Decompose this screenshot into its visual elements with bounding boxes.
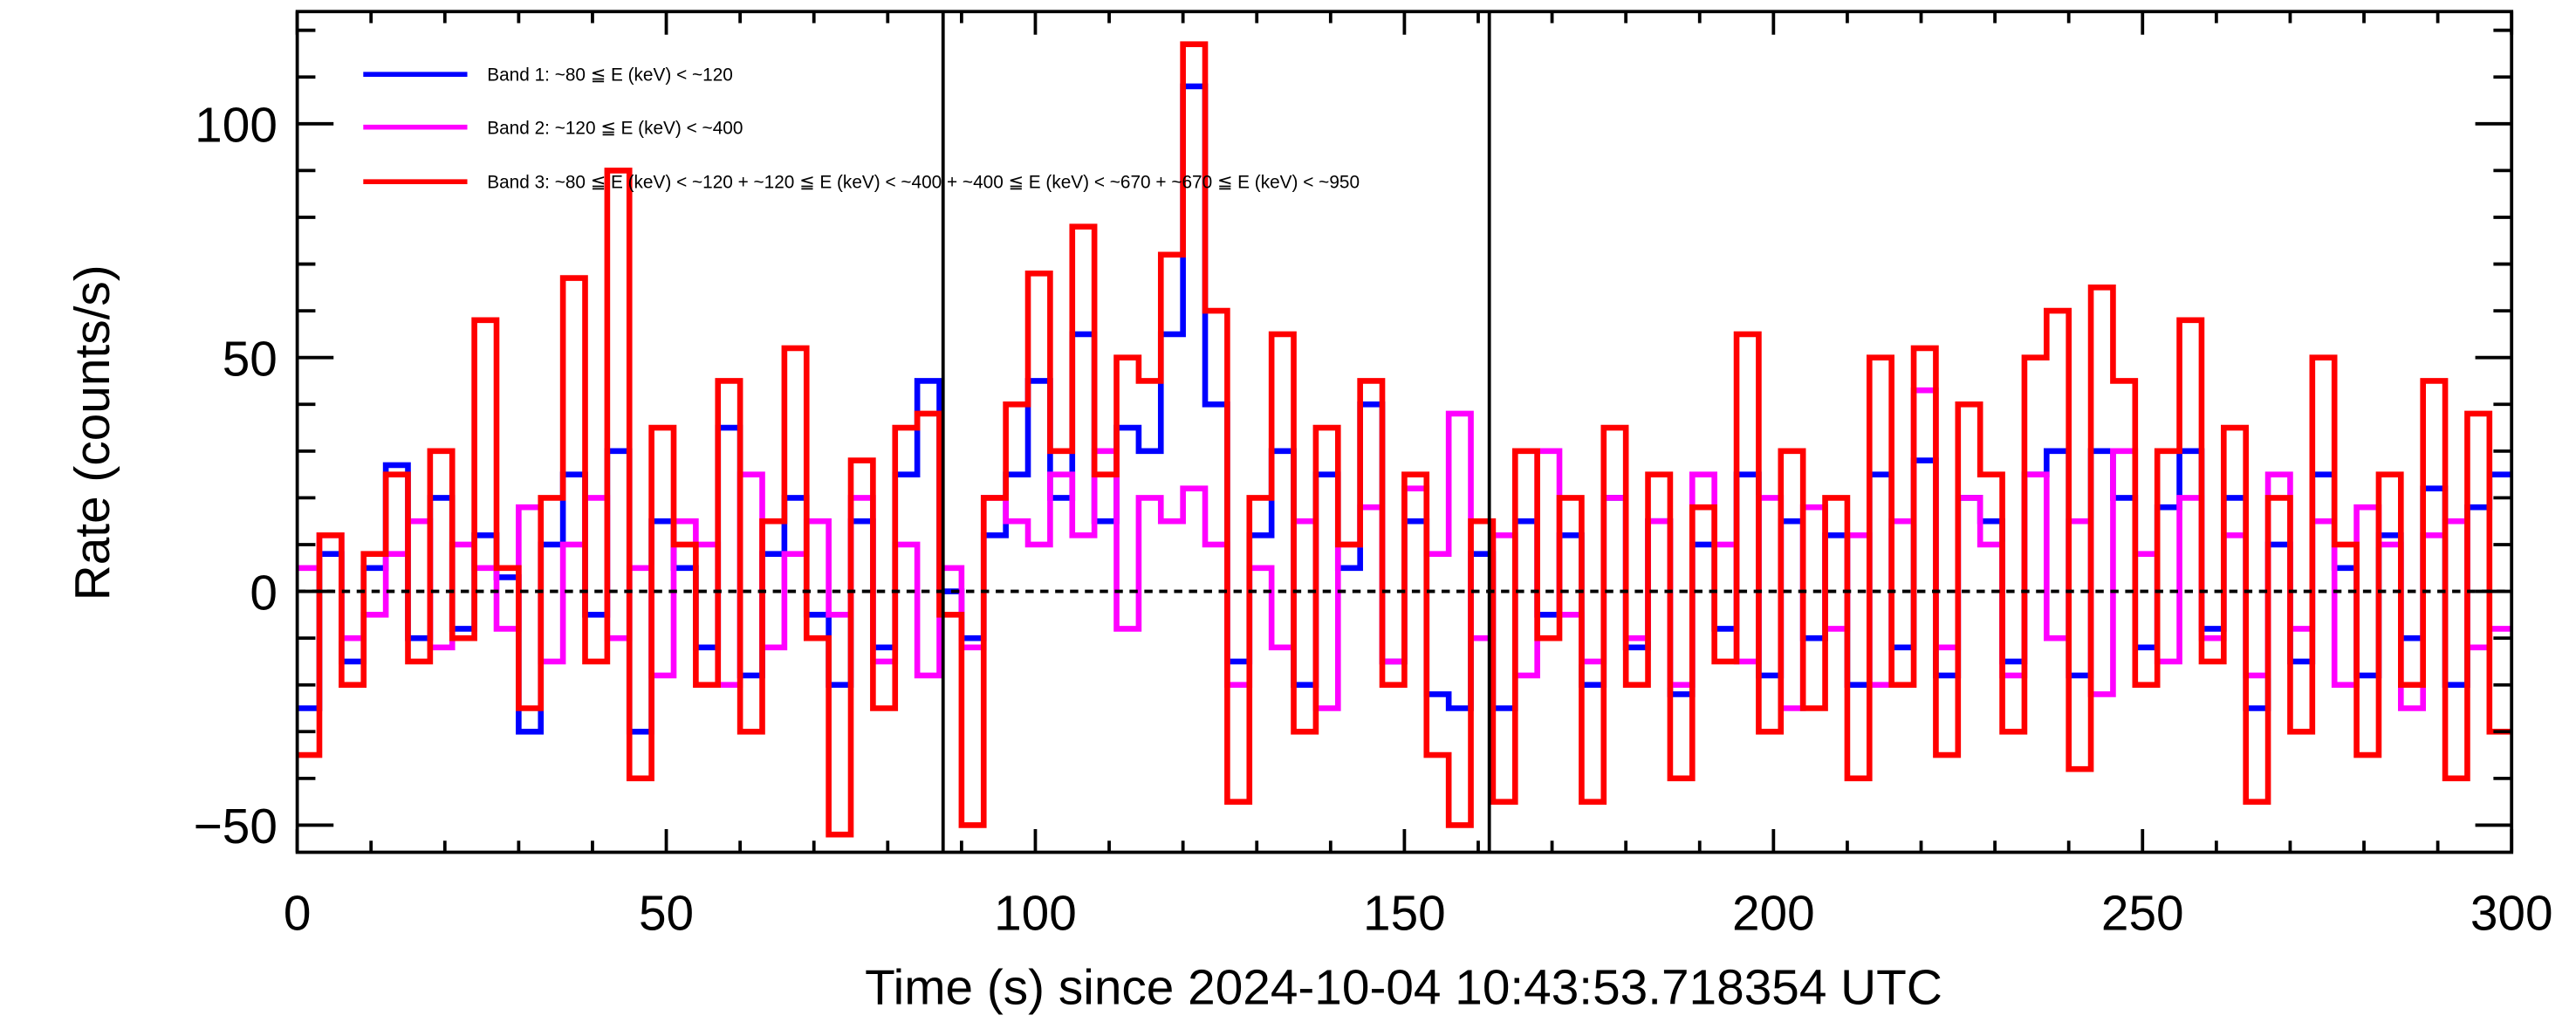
x-tick-label: 100 bbox=[994, 886, 1077, 941]
x-tick-label: 200 bbox=[1732, 886, 1815, 941]
legend-item-band-1: Band 1: ~80 ≦ E (keV) < ~120 bbox=[363, 65, 733, 86]
y-axis-title: Rate (counts/s) bbox=[65, 264, 120, 600]
y-tick-label: 0 bbox=[250, 566, 277, 621]
y-tick-label: −50 bbox=[194, 799, 277, 854]
x-tick-label: 150 bbox=[1363, 886, 1446, 941]
legend-item-band-2: Band 2: ~120 ≦ E (keV) < ~400 bbox=[363, 118, 743, 138]
x-axis-title: Time (s) since 2024-10-04 10:43:53.71835… bbox=[865, 961, 1942, 1016]
x-tick-label: 300 bbox=[2470, 886, 2553, 941]
y-tick-label: 100 bbox=[195, 99, 277, 154]
x-tick-label: 0 bbox=[284, 886, 312, 941]
legend-item-band-3: Band 3: ~80 ≦ E (keV) < ~120 + ~120 ≦ E … bbox=[363, 173, 1360, 193]
series-layer bbox=[297, 41, 2512, 838]
legend-label: Band 2: ~120 ≦ E (keV) < ~400 bbox=[487, 118, 743, 138]
y-tick-label: 50 bbox=[223, 333, 277, 388]
series-band-3 bbox=[297, 41, 2512, 838]
x-tick-label: 250 bbox=[2101, 886, 2184, 941]
legend-label: Band 1: ~80 ≦ E (keV) < ~120 bbox=[487, 65, 733, 86]
legend-label: Band 3: ~80 ≦ E (keV) < ~120 + ~120 ≦ E … bbox=[487, 173, 1360, 193]
x-tick-label: 50 bbox=[639, 886, 694, 941]
axis-ticks bbox=[295, 11, 2514, 853]
vertical-markers bbox=[941, 11, 1491, 853]
legend: Band 1: ~80 ≦ E (keV) < ~120 Band 2: ~120… bbox=[363, 65, 1360, 193]
